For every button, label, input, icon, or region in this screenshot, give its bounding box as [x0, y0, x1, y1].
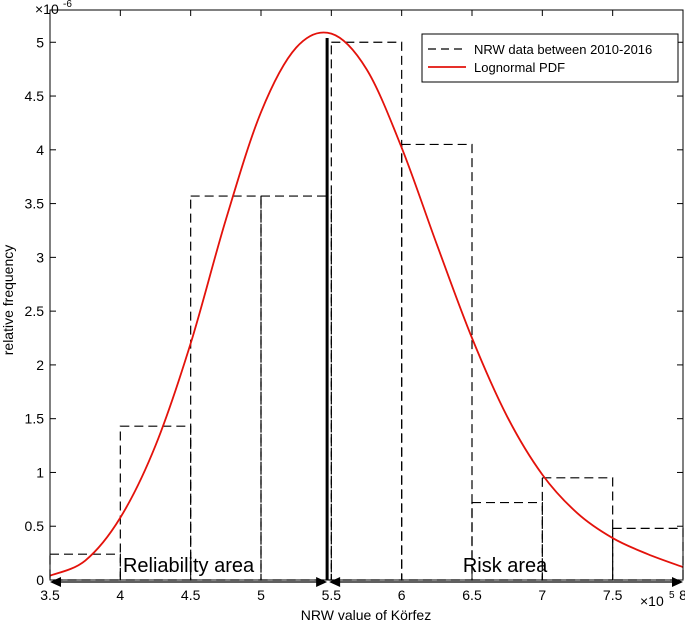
- x-tick-label: 5: [257, 587, 265, 603]
- x-tick-label: 8: [679, 587, 685, 603]
- x-exponent-base: ×10: [640, 593, 664, 609]
- histogram-bar: [49, 553, 121, 581]
- area-labels: Reliability area Risk area: [123, 555, 548, 577]
- x-tick-label: 7.5: [603, 587, 623, 603]
- histogram-bar: [190, 195, 262, 581]
- area-label-risk: Risk area: [463, 555, 548, 577]
- y-tick-label: 1: [36, 464, 44, 480]
- area-label-reliability: Reliability area: [123, 555, 255, 577]
- y-exponent-base: ×10: [35, 1, 59, 17]
- risk-arrow: [329, 577, 683, 587]
- y-tick-label: 3: [36, 249, 44, 265]
- risk-arrow-head-right: [672, 577, 683, 587]
- reliability-arrow-head-right: [316, 577, 328, 587]
- x-tick-label: 6: [398, 587, 406, 603]
- legend-label-histogram: NRW data between 2010-2016: [474, 42, 652, 57]
- y-tick-label: 4: [36, 142, 44, 158]
- axes: 3.5 4 4.5 5 5.5 6 6.5 7 7.5 8 0 0.5 1 1.5 2 2.5 3 3.5 4 4.5…: [25, 9, 685, 603]
- x-exponent: ×10 5: [640, 590, 675, 609]
- y-tick-label: 2.5: [25, 303, 45, 319]
- y-exponent-power: -6: [63, 0, 72, 10]
- reliability-arrow-head-left: [50, 577, 61, 587]
- y-tick-label: 4.5: [25, 88, 45, 104]
- histogram-bar: [541, 477, 614, 581]
- plot-frame: [49, 9, 684, 581]
- pdf-curve-group: [49, 31, 684, 577]
- x-tick-label: 5.5: [322, 587, 342, 603]
- y-tick-label: 0.5: [25, 518, 45, 534]
- y-axis-label: relative frequency: [0, 245, 16, 356]
- x-tick-label: 6.5: [462, 587, 482, 603]
- legend: NRW data between 2010-2016 Lognormal PDF: [421, 33, 679, 83]
- x-tick-label: 4.5: [181, 587, 201, 603]
- y-tick-label: 1.5: [25, 411, 45, 427]
- pdf-curve: [49, 31, 684, 577]
- x-tick-label: 7: [538, 587, 546, 603]
- legend-label-pdf: Lognormal PDF: [474, 60, 565, 75]
- y-tick-label: 2: [36, 357, 44, 373]
- x-exponent-power: 5: [669, 590, 675, 601]
- y-tick-label: 5: [36, 34, 44, 50]
- x-tick-label: 3.5: [40, 587, 60, 603]
- legend-box: [421, 33, 679, 83]
- reliability-arrow: [50, 577, 328, 587]
- histogram-bars: [49, 41, 684, 581]
- x-tick-label: 4: [116, 587, 124, 603]
- y-tick-label: 0: [36, 572, 44, 588]
- histogram-bar: [260, 195, 332, 581]
- y-tick-label: 3.5: [25, 196, 45, 212]
- y-exponent: ×10 -6: [35, 0, 72, 17]
- histogram-bar: [401, 143, 473, 581]
- x-axis-label: NRW value of Körfez: [301, 607, 431, 623]
- area-arrows: [50, 577, 683, 587]
